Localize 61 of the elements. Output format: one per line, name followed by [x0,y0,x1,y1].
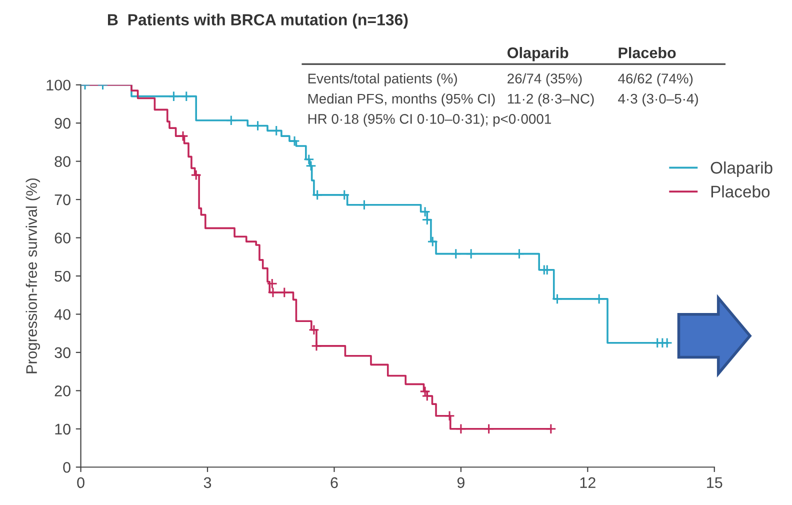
annotation: HR 0·18 (95% CI 0·10–0·31); p<0·0001 [308,114,551,127]
point [358,199,370,210]
text: Olaparib [508,47,568,62]
point [168,90,180,102]
point [178,130,188,142]
y-tick-label: 0 [63,462,70,473]
text: Placebo [618,47,676,58]
legend-label: Placebo [711,185,770,198]
point [552,293,563,304]
y-tick-label: 10 [55,424,70,435]
point [190,170,202,180]
annotation: 46/62 (74%) [618,73,693,86]
point [427,236,438,247]
y-tick-label: 30 [54,347,70,358]
point [180,90,192,102]
point [594,293,604,304]
point [444,410,455,422]
y-tick-label: 50 [54,270,70,282]
annotation: 11·2 (8·3–NC) [508,93,594,106]
annotation: 4·3 (3·0–5·4) [618,93,698,106]
annotation: 26/74 (35%) [508,73,582,86]
point [278,286,290,298]
y-axis-title: Progression-free survival (%) [26,178,40,374]
point [545,423,556,434]
y-tick-label: 100 [46,80,70,91]
point [422,214,433,226]
point [514,248,525,260]
point [456,423,466,434]
y-tick-label: 20 [54,386,70,396]
x-tick-label: 12 [580,477,596,488]
point [450,248,462,260]
point [420,206,430,218]
y-tick-label: 90 [54,118,70,129]
point [268,286,278,298]
x-tick-label: 3 [204,477,212,488]
annotation: Events/total patients (%) [308,73,457,86]
point [311,340,322,352]
x-tick-label: 15 [707,477,722,488]
point [662,337,672,348]
chart-title: B Patients with BRCA mutation (n=136) [108,14,408,29]
point [466,248,477,260]
legend-label: Olaparib [710,161,772,177]
point [483,423,494,434]
y-tick-label: 60 [54,232,70,244]
y-tick-label: 70 [54,194,70,206]
y-tick-label: 80 [54,156,70,167]
point [420,386,430,397]
point [542,264,553,276]
x-tick-label: 0 [77,477,84,488]
y-tick-label: 40 [54,309,70,320]
x-tick-label: 6 [330,477,338,488]
point [289,136,300,146]
point [338,190,350,200]
point [303,154,314,165]
x-tick-label: 9 [457,477,464,488]
point [226,114,237,126]
annotation: Median PFS, months (95% CI) [308,93,495,106]
point [306,160,316,172]
point [308,324,320,336]
point [312,190,323,200]
point [266,278,278,290]
